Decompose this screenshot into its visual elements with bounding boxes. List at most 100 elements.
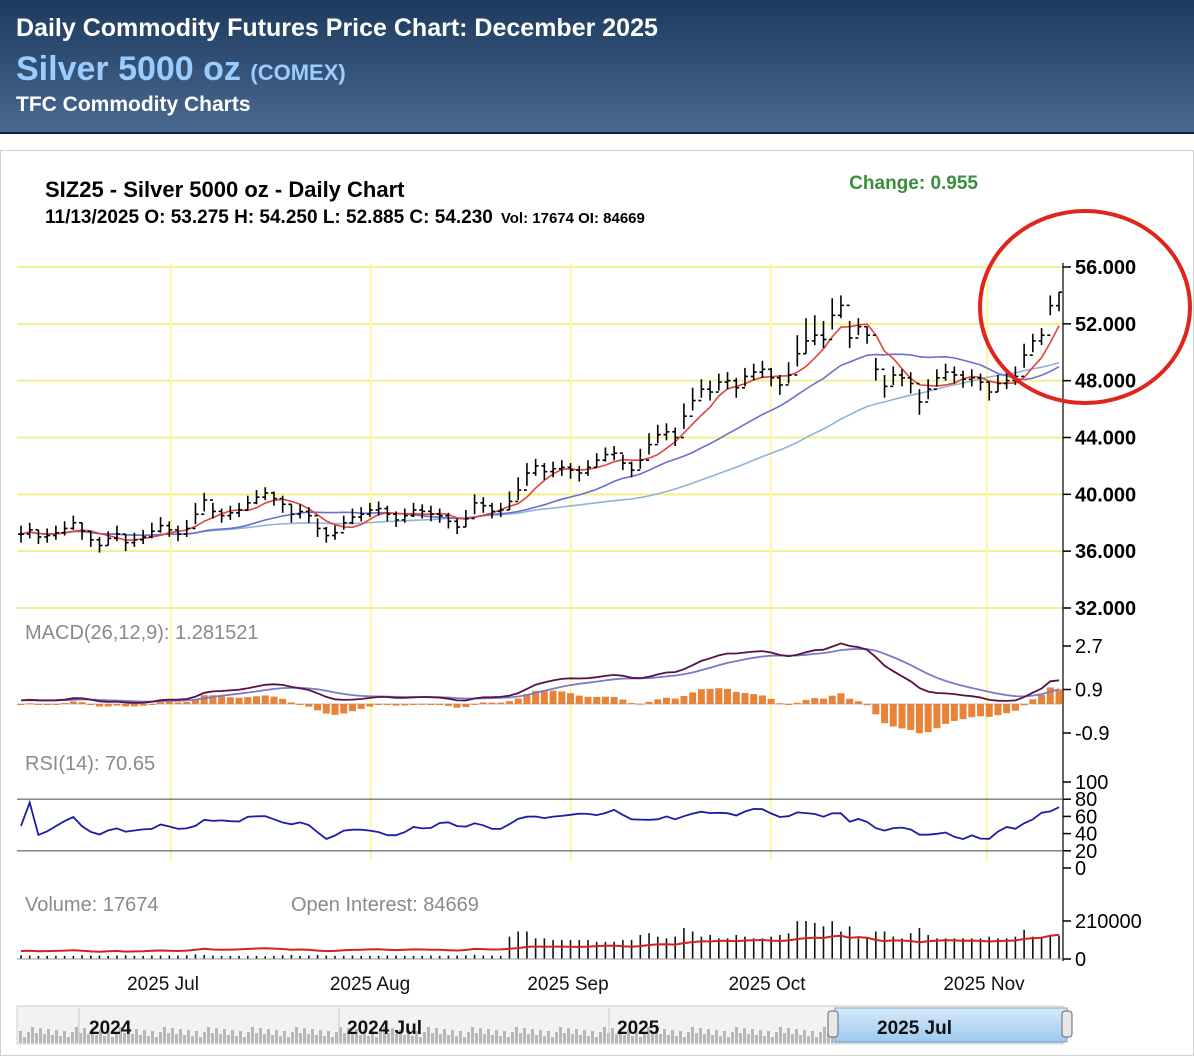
navigator-volume-bar xyxy=(447,1035,450,1043)
navigator-volume-bar xyxy=(227,1035,230,1043)
navigator-volume-bar xyxy=(739,1033,742,1043)
macd-histogram-bar xyxy=(540,690,548,704)
macd-histogram-bar xyxy=(724,688,732,704)
navigator-volume-bar xyxy=(531,1029,534,1043)
navigator-volume-bar xyxy=(591,1031,594,1043)
navigator-volume-bar xyxy=(671,1030,674,1043)
volume-panel xyxy=(17,921,1063,960)
macd-histogram-bar xyxy=(314,704,322,711)
navigator-volume-bar xyxy=(595,1037,598,1043)
macd-histogram-bar xyxy=(942,704,950,724)
navigator-volume-bar xyxy=(387,1033,390,1043)
navigator-volume-bar xyxy=(179,1029,182,1043)
navigator-volume-bar xyxy=(439,1034,442,1043)
macd-histogram-bar xyxy=(383,704,391,705)
navigator-volume-bar xyxy=(551,1037,554,1043)
navigator-handle[interactable] xyxy=(1061,1010,1073,1038)
macd-histogram-bar xyxy=(444,704,452,706)
navigator-volume-bar xyxy=(139,1035,142,1043)
navigator-volume-bar xyxy=(223,1029,226,1043)
navigator-volume-bar xyxy=(91,1029,94,1043)
macd-tick-label: -0.9 xyxy=(1075,723,1109,745)
macd-histogram-bar xyxy=(846,698,854,704)
navigator-volume-bar xyxy=(479,1028,482,1043)
macd-histogram-bar xyxy=(619,699,627,704)
navigator-volume-bar xyxy=(283,1031,286,1043)
navigator-volume-bar xyxy=(111,1037,114,1043)
macd-histogram-bar xyxy=(61,703,69,705)
navigator-volume-bar xyxy=(711,1035,714,1043)
macd-histogram-bar xyxy=(662,697,670,704)
ohlc-main: 11/13/2025 O: 53.275 H: 54.250 L: 52.885… xyxy=(45,207,493,228)
page-header: Daily Commodity Futures Price Chart: Dec… xyxy=(0,0,1194,134)
macd-histogram-bar xyxy=(418,703,426,705)
macd-histogram-bar xyxy=(209,695,217,704)
navigator-volume-bar xyxy=(599,1032,602,1043)
navigator-volume-bar xyxy=(107,1031,110,1043)
navigator-volume-bar xyxy=(487,1029,490,1043)
macd-histogram-bar xyxy=(392,704,400,706)
macd-histogram-bar xyxy=(52,703,60,705)
ma-fast-line xyxy=(20,323,1060,541)
navigator-volume-bar xyxy=(683,1037,686,1043)
macd-histogram-bar xyxy=(235,697,243,704)
navigator-volume-bar xyxy=(171,1028,174,1043)
macd-histogram-bar xyxy=(985,704,993,717)
navigator-volume-bar xyxy=(43,1034,46,1043)
navigator-volume-bar xyxy=(691,1027,694,1043)
navigator-volume-bar xyxy=(719,1036,722,1043)
navigator-volume-bar xyxy=(603,1027,606,1043)
navigator-volume-bar xyxy=(319,1030,322,1043)
macd-histogram-bar xyxy=(462,704,470,708)
macd-histogram-bar xyxy=(758,695,766,704)
date-axis-label: 2025 Aug xyxy=(330,974,410,995)
macd-histogram-bar xyxy=(1011,704,1019,711)
navigator-handle[interactable] xyxy=(827,1010,839,1038)
navigator-volume-bar xyxy=(559,1027,562,1043)
navigator-volume-bar xyxy=(199,1037,202,1043)
macd-tick-label: 0.9 xyxy=(1075,680,1103,702)
navigator-volume-bar xyxy=(735,1027,738,1043)
macd-histogram-bar xyxy=(505,701,513,704)
volume-tick-label: 210000 xyxy=(1075,911,1142,933)
rsi-tick-label: 40 xyxy=(1075,824,1097,846)
macd-histogram-bar xyxy=(680,695,688,704)
navigator-volume-bar xyxy=(715,1030,718,1043)
macd-histogram-bar xyxy=(366,704,374,707)
navigator-volume-bar xyxy=(359,1035,362,1043)
macd-histogram-bar xyxy=(811,698,819,704)
navigator-volume-bar xyxy=(231,1030,234,1043)
navigator-volume-bar xyxy=(627,1030,630,1043)
navigator-volume-bar xyxy=(343,1033,346,1043)
navigator-volume-bar xyxy=(83,1028,86,1043)
macd-histogram-bar xyxy=(741,693,749,704)
macd-histogram-bar xyxy=(654,699,662,704)
macd-histogram-bar xyxy=(322,704,330,714)
price-tick-label: 32.000 xyxy=(1075,598,1136,620)
macd-histogram-bar xyxy=(253,696,261,704)
navigator-volume-bar xyxy=(811,1031,814,1043)
macd-histogram-bar xyxy=(1055,689,1063,704)
macd-histogram-bar xyxy=(191,699,199,704)
navigator-volume-bar xyxy=(307,1034,310,1043)
navigator-volume-bar xyxy=(787,1028,790,1043)
navigator-volume-bar xyxy=(615,1034,618,1043)
navigator-volume-bar xyxy=(511,1032,514,1043)
price-chart[interactable]: SIZ25 - Silver 5000 oz - Daily Chart 11/… xyxy=(1,151,1193,1055)
macd-line xyxy=(20,642,1060,704)
macd-histogram-bar xyxy=(1029,699,1037,704)
navigator-volume-bar xyxy=(63,1031,66,1043)
navigator-volume-bar xyxy=(331,1037,334,1043)
macd-label: MACD(26,12,9): 1.281521 xyxy=(25,622,258,644)
macd-histogram-bar xyxy=(244,697,252,704)
macd-histogram-bar xyxy=(837,693,845,704)
navigator-volume-bar xyxy=(323,1036,326,1043)
volume-label: Volume: 17674 xyxy=(25,894,158,916)
navigator-volume-bar xyxy=(299,1033,302,1043)
navigator-volume-bar xyxy=(587,1036,590,1043)
navigator-volume-bar xyxy=(155,1037,158,1043)
navigator-volume-bar xyxy=(239,1031,242,1043)
navigator-label: 2024 Jul xyxy=(347,1018,422,1039)
navigator-volume-bar xyxy=(347,1028,350,1043)
range-navigator[interactable]: 2024 2024 Jul 2025 2025 Jul xyxy=(16,1005,1073,1045)
